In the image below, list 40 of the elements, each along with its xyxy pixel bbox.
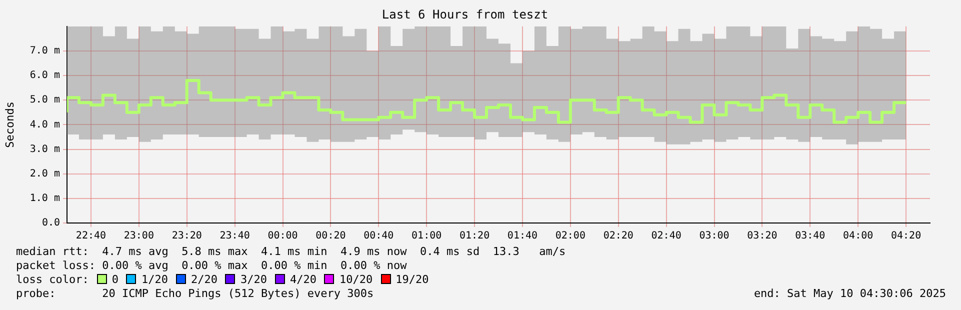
x-tick-label: 03:00 bbox=[699, 230, 730, 242]
y-tick-label: 4.0 m bbox=[30, 119, 60, 130]
x-tick-label: 23:20 bbox=[172, 230, 202, 242]
legend-label: 2/20 bbox=[190, 273, 218, 286]
x-tick-label: 23:00 bbox=[124, 230, 154, 242]
y-tick-label: 0.0 bbox=[42, 218, 60, 229]
legend-label: 4/20 bbox=[290, 273, 316, 286]
x-tick-label: 02:40 bbox=[651, 230, 682, 242]
legend-title: loss color: bbox=[16, 273, 89, 286]
x-tick-label: 02:20 bbox=[603, 230, 634, 242]
x-tick-label: 04:00 bbox=[843, 230, 874, 242]
legend-label: 19/20 bbox=[396, 273, 429, 286]
y-tick-label: 5.0 m bbox=[30, 94, 60, 106]
x-tick-label: 03:40 bbox=[795, 230, 826, 242]
y-tick-label: 2.0 m bbox=[30, 168, 60, 180]
x-tick-label: 04:20 bbox=[890, 230, 922, 242]
x-tick-label: 03:20 bbox=[747, 230, 778, 242]
text: median rtt: 4.7 ms avg 5.8 ms max 4.1 ms min 4.9 ms now 0.4 ms sd 13.3 am/s bbox=[16, 245, 567, 259]
y-axis-title: Seconds bbox=[3, 102, 16, 148]
x-tick-label: 01:00 bbox=[412, 230, 442, 242]
y-tick-label: 6.0 m bbox=[30, 70, 60, 82]
x-tick-label: 01:40 bbox=[507, 230, 538, 242]
y-tick-label: 3.0 m bbox=[30, 144, 60, 155]
y-tick-label: 7.0 m bbox=[30, 46, 60, 57]
text: end: Sat May 10 04:30:06 2025 bbox=[754, 287, 946, 301]
legend-label: 1/20 bbox=[141, 273, 168, 286]
x-tick-label: 02:00 bbox=[555, 230, 586, 242]
y-tick-label: 1.0 m bbox=[30, 193, 60, 204]
x-tick-label: 01:20 bbox=[459, 230, 490, 242]
x-tick-label: 00:20 bbox=[316, 230, 346, 242]
legend-label: 10/20 bbox=[339, 273, 373, 286]
x-tick-label: 00:00 bbox=[268, 230, 298, 242]
legend-label: 0 bbox=[112, 273, 118, 286]
legend-label: 3/20 bbox=[240, 273, 267, 286]
text: probe: 20 ICMP Echo Pings (512 Bytes) every 300s bbox=[16, 287, 374, 301]
x-tick-label: 22:40 bbox=[76, 230, 106, 242]
text: packet loss: 0.00 % avg 0.00 % max 0.00 % min 0.00 % now bbox=[16, 259, 408, 273]
chart-title: Last 6 Hours from teszt bbox=[382, 7, 548, 22]
x-tick-label: 23:40 bbox=[220, 230, 250, 242]
x-tick-label: 00:40 bbox=[364, 230, 394, 242]
